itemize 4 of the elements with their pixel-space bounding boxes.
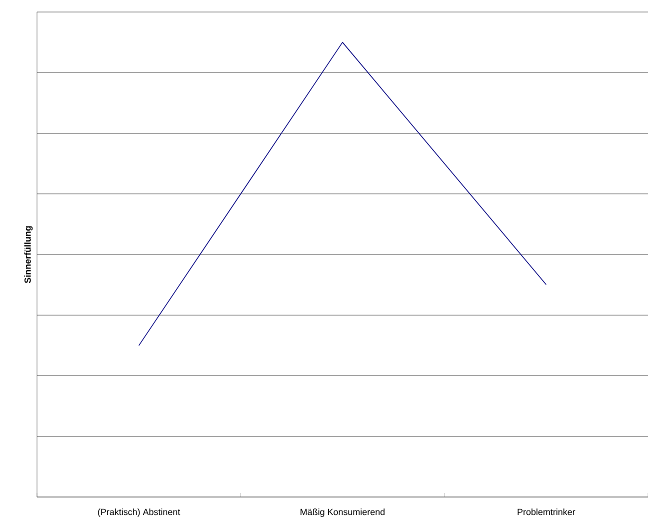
x-tick-label: Problemtrinker bbox=[518, 508, 576, 516]
x-tick-label: Mäßig Konsumierend bbox=[300, 508, 385, 517]
y-axis-title: Sinnerfüllung bbox=[24, 226, 33, 284]
x-tick-label: (Praktisch) Abstinent bbox=[98, 508, 180, 517]
